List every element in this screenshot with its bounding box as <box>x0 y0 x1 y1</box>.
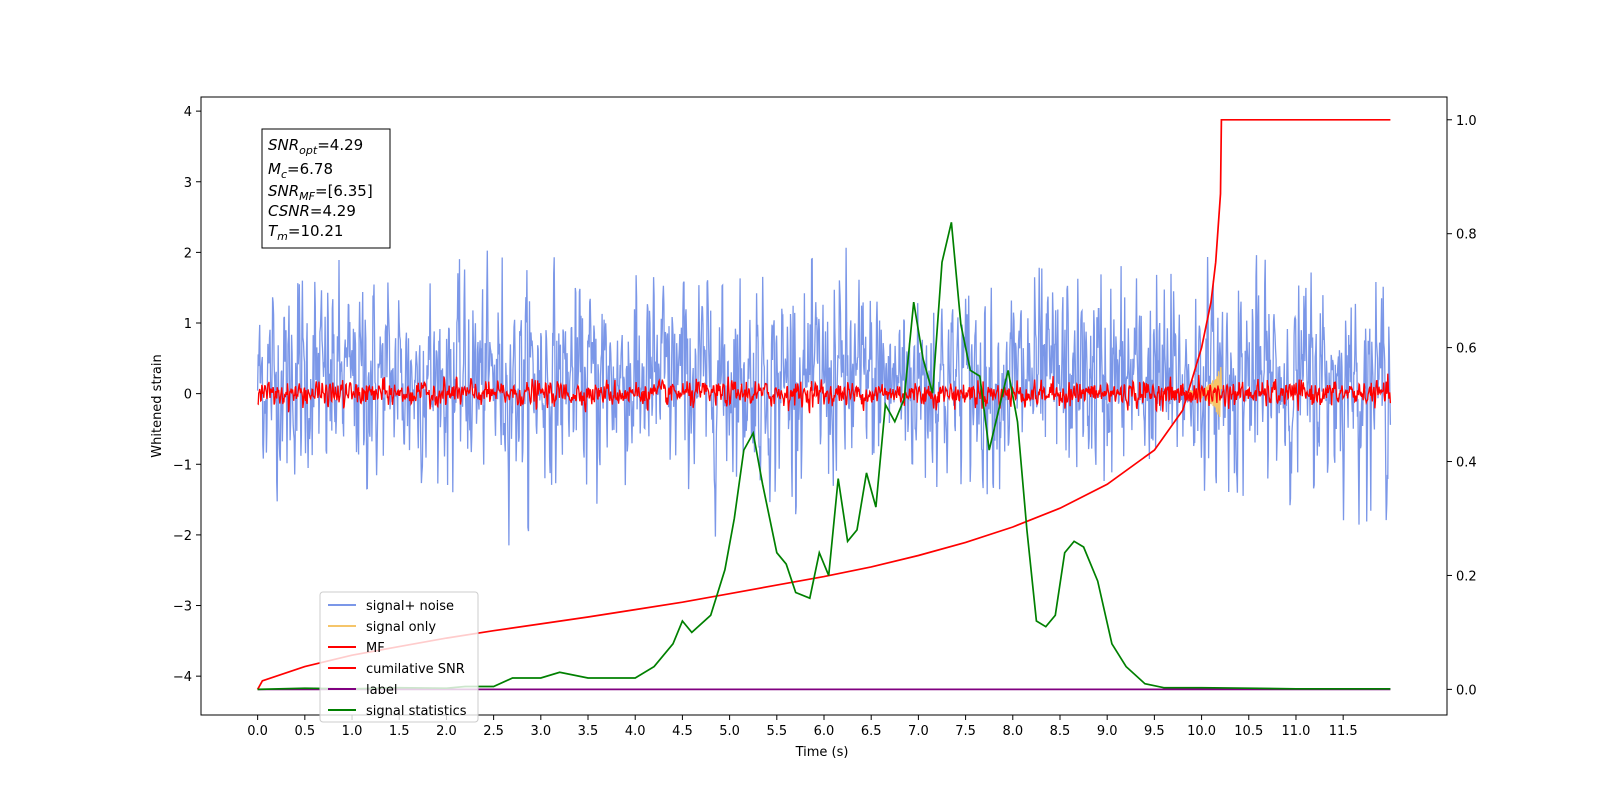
x-tick-label: 6.5 <box>861 724 882 739</box>
legend-label-signal-statistics: signal statistics <box>366 704 467 719</box>
y-tick-label: 3 <box>184 176 192 191</box>
y2-tick-label: 0.6 <box>1456 342 1477 357</box>
legend-label-signal-only: signal only <box>366 620 436 635</box>
stats-box-frame <box>261 128 391 249</box>
x-tick-label: 5.0 <box>719 724 740 739</box>
x-tick-label: 2.0 <box>436 724 457 739</box>
legend-frame <box>319 591 479 723</box>
y-tick-label: −2 <box>173 529 192 544</box>
y-tick-label: −3 <box>173 600 192 615</box>
stat-csnr: CSNR=4.29 <box>268 202 356 220</box>
legend: signal+ noise signal only MF cumilative SNR… <box>319 591 479 723</box>
x-tick-label: 10.5 <box>1234 724 1263 739</box>
x-tick-label: 5.5 <box>766 724 787 739</box>
x-tick-label: 11.0 <box>1281 724 1310 739</box>
y-axis-label: Whitened strain <box>150 354 165 457</box>
y-axis-right: 1.0 0.8 0.6 0.4 0.2 0.0 <box>1447 114 1477 698</box>
x-tick-label: 11.5 <box>1329 724 1358 739</box>
x-tick-label: 4.5 <box>672 724 693 739</box>
series-signal-noise <box>256 247 1392 546</box>
legend-label-cumilative-snr: cumilative SNR <box>366 662 465 677</box>
series-signal-statistics <box>257 222 1391 691</box>
x-tick-label: 1.5 <box>389 724 410 739</box>
x-tick-label: 6.0 <box>814 724 835 739</box>
x-tick-label: 9.0 <box>1097 724 1118 739</box>
series-mf <box>257 373 1392 414</box>
y2-tick-label: 1.0 <box>1456 114 1477 129</box>
stat-snr-mf: SNRMF=[6.35] <box>268 182 373 203</box>
y2-tick-label: 0.4 <box>1456 456 1477 471</box>
x-axis-label: Time (s) <box>795 745 849 760</box>
legend-label-mf: MF <box>366 641 385 656</box>
y-tick-label: 0 <box>184 388 192 403</box>
y-tick-label: 2 <box>184 246 192 261</box>
x-axis: 0.0 0.5 1.0 1.5 2.0 2.5 3.0 3.5 4.0 4.5 5.0 5.5 6.0 6… <box>247 715 1358 739</box>
y-tick-label: −4 <box>173 670 192 685</box>
stat-snr-opt: SNRopt=4.29 <box>268 136 363 157</box>
y-tick-label: −1 <box>173 458 192 473</box>
y-axis-left: 4 3 2 1 0 −1 −2 −3 −4 <box>173 105 201 685</box>
legend-label-signal-noise: signal+ noise <box>366 599 454 614</box>
x-tick-label: 3.0 <box>530 724 551 739</box>
x-tick-label: 2.5 <box>483 724 504 739</box>
y2-tick-label: 0.2 <box>1456 569 1477 584</box>
y2-tick-label: 0.0 <box>1456 683 1477 698</box>
y-tick-label: 4 <box>184 105 192 120</box>
stats-box: SNRopt=4.29 Mc=6.78 SNRMF=[6.35] CSNR=4.… <box>261 128 391 249</box>
stat-tm: Tm=10.21 <box>268 222 343 243</box>
x-tick-label: 4.0 <box>625 724 646 739</box>
stat-mc: Mc=6.78 <box>268 160 333 181</box>
y2-tick-label: 0.8 <box>1456 228 1477 243</box>
x-tick-label: 3.5 <box>578 724 599 739</box>
x-tick-label: 1.0 <box>342 724 363 739</box>
y-tick-label: 1 <box>184 317 192 332</box>
x-tick-label: 8.0 <box>1002 724 1023 739</box>
x-tick-label: 7.5 <box>955 724 976 739</box>
x-tick-label: 10.0 <box>1187 724 1216 739</box>
x-tick-label: 0.5 <box>294 724 315 739</box>
legend-label-label: label <box>366 683 397 698</box>
x-tick-label: 7.0 <box>908 724 929 739</box>
x-tick-label: 9.5 <box>1144 724 1165 739</box>
x-tick-label: 0.0 <box>247 724 268 739</box>
x-tick-label: 8.5 <box>1050 724 1071 739</box>
